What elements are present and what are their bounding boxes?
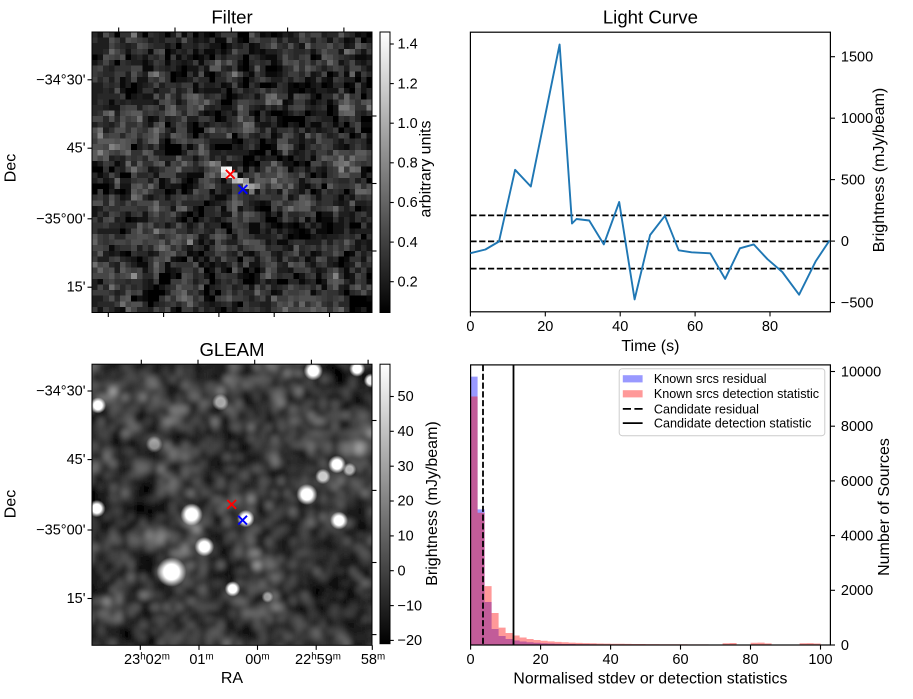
svg-text:0.2: 0.2 bbox=[398, 274, 418, 290]
svg-text:1500: 1500 bbox=[841, 50, 873, 66]
svg-text:6000: 6000 bbox=[841, 474, 873, 490]
svg-text:−34°30': −34°30' bbox=[36, 72, 86, 88]
svg-text:0: 0 bbox=[841, 234, 849, 250]
svg-text:−34°30': −34°30' bbox=[36, 384, 86, 400]
svg-text:23h​02m​: 23h​02m​ bbox=[124, 651, 170, 668]
svg-text:Brightness (mJy/beam): Brightness (mJy/beam) bbox=[871, 88, 888, 253]
svg-text:0: 0 bbox=[467, 652, 475, 668]
svg-text:Light Curve: Light Curve bbox=[603, 7, 698, 28]
svg-text:20: 20 bbox=[533, 652, 549, 668]
svg-text:45': 45' bbox=[67, 452, 86, 468]
svg-text:80: 80 bbox=[762, 319, 778, 335]
svg-text:60: 60 bbox=[687, 319, 703, 335]
svg-text:Dec: Dec bbox=[3, 490, 20, 518]
svg-text:0: 0 bbox=[466, 319, 474, 335]
svg-text:15': 15' bbox=[67, 591, 86, 607]
svg-text:0.6: 0.6 bbox=[398, 195, 418, 211]
svg-text:0.8: 0.8 bbox=[398, 156, 418, 172]
svg-text:arbitrary units: arbitrary units bbox=[418, 121, 435, 218]
svg-text:Time (s): Time (s) bbox=[621, 338, 679, 355]
svg-text:01m​: 01m​ bbox=[189, 651, 213, 668]
svg-text:0: 0 bbox=[398, 563, 406, 579]
svg-text:8000: 8000 bbox=[841, 419, 873, 435]
svg-text:GLEAM: GLEAM bbox=[199, 339, 264, 360]
svg-text:00m​: 00m​ bbox=[245, 651, 269, 668]
svg-text:1000: 1000 bbox=[841, 111, 873, 127]
svg-text:Candidate detection statistic: Candidate detection statistic bbox=[654, 417, 812, 431]
svg-text:−20: −20 bbox=[398, 633, 423, 649]
svg-text:100: 100 bbox=[808, 652, 832, 668]
svg-text:Brightness (mJy/beam): Brightness (mJy/beam) bbox=[424, 421, 441, 586]
svg-text:1.4: 1.4 bbox=[398, 37, 418, 53]
svg-text:Known srcs detection statistic: Known srcs detection statistic bbox=[654, 387, 819, 401]
svg-text:Candidate residual: Candidate residual bbox=[654, 402, 759, 416]
svg-text:0.4: 0.4 bbox=[398, 235, 418, 251]
svg-text:−35°00': −35°00' bbox=[36, 523, 86, 539]
svg-text:20: 20 bbox=[537, 319, 553, 335]
svg-text:40: 40 bbox=[398, 424, 414, 440]
svg-text:Known srcs residual: Known srcs residual bbox=[654, 372, 767, 386]
svg-text:50: 50 bbox=[398, 389, 414, 405]
svg-text:−10: −10 bbox=[398, 598, 423, 614]
svg-text:4000: 4000 bbox=[841, 529, 873, 545]
svg-text:10: 10 bbox=[398, 529, 414, 545]
svg-text:45': 45' bbox=[67, 141, 86, 157]
svg-text:RA: RA bbox=[221, 670, 244, 687]
svg-text:80: 80 bbox=[742, 652, 758, 668]
svg-text:20: 20 bbox=[398, 494, 414, 510]
svg-text:−35°00': −35°00' bbox=[36, 211, 86, 227]
svg-text:Number of Sources: Number of Sources bbox=[876, 438, 893, 576]
svg-text:2000: 2000 bbox=[841, 583, 873, 599]
svg-text:30: 30 bbox=[398, 459, 414, 475]
svg-text:60: 60 bbox=[672, 652, 688, 668]
svg-text:Normalised stdev or detection: Normalised stdev or detection statistics bbox=[513, 671, 787, 688]
svg-text:10000: 10000 bbox=[841, 364, 881, 380]
svg-text:40: 40 bbox=[612, 319, 628, 335]
svg-text:Filter: Filter bbox=[211, 7, 252, 28]
svg-text:22h​59m​: 22h​59m​ bbox=[295, 651, 341, 668]
svg-text:40: 40 bbox=[603, 652, 619, 668]
svg-text:0: 0 bbox=[841, 638, 849, 654]
svg-text:1.0: 1.0 bbox=[398, 116, 418, 132]
svg-text:500: 500 bbox=[841, 173, 865, 189]
svg-text:15': 15' bbox=[67, 280, 86, 296]
svg-text:1.2: 1.2 bbox=[398, 76, 418, 92]
svg-text:−500: −500 bbox=[841, 295, 874, 311]
svg-text:58m​: 58m​ bbox=[361, 651, 385, 668]
svg-text:Dec: Dec bbox=[3, 154, 20, 182]
